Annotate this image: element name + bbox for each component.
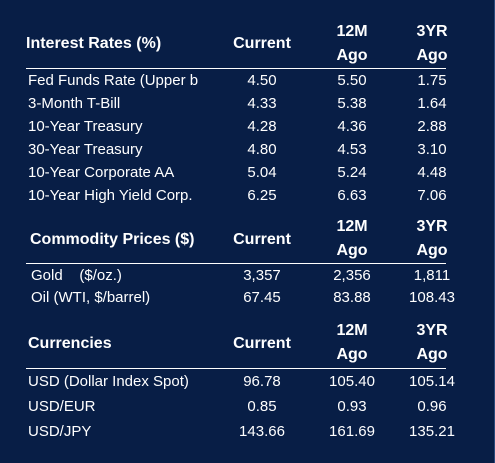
current-value: 0.85 — [247, 398, 277, 415]
current-value: 4.28 — [247, 118, 277, 135]
current-value: 96.78 — [243, 373, 281, 390]
3yr-ago-value: 1.75 — [417, 72, 447, 89]
currencies-12m-header-bottom: Ago — [336, 346, 368, 363]
commodity-12m-header-bottom: Ago — [336, 242, 368, 259]
currencies-header-divider — [26, 368, 446, 369]
row-label: 3-Month T-Bill — [28, 95, 121, 112]
3yr-ago-value: 2.88 — [417, 118, 447, 135]
interest-3yr-header-bottom: Ago — [416, 47, 448, 64]
3yr-ago-value: 4.48 — [417, 164, 447, 181]
currencies-title: Currencies — [28, 335, 112, 352]
current-value: 5.04 — [247, 164, 277, 181]
current-value: 143.66 — [239, 423, 285, 440]
currencies-3yr-header-bottom: Ago — [416, 346, 448, 363]
3yr-ago-value: 0.96 — [417, 398, 447, 415]
interest-header-divider — [26, 68, 446, 69]
current-value: 4.50 — [247, 72, 277, 89]
row-label: 10-Year High Yield Corp. — [28, 187, 193, 204]
current-value: 6.25 — [247, 187, 277, 204]
interest-3yr-header-top: 3YR — [416, 23, 448, 40]
interest-rates-title: Interest Rates (%) — [26, 35, 162, 52]
3yr-ago-value: 105.14 — [409, 373, 455, 390]
table-row: 3-Month T-Bill 4.33 5.38 1.64 — [0, 92, 495, 115]
commodity-3yr-header-top: 3YR — [416, 218, 448, 235]
currencies-3yr-header-top: 3YR — [416, 322, 448, 339]
row-label: USD/JPY — [28, 423, 92, 440]
12m-ago-value: 5.38 — [337, 95, 367, 112]
table-row: 10-Year Treasury 4.28 4.36 2.88 — [0, 115, 495, 138]
12m-ago-value: 5.50 — [337, 72, 367, 89]
12m-ago-value: 4.53 — [337, 141, 367, 158]
row-label: USD (Dollar Index Spot) — [28, 373, 189, 390]
current-value: 4.33 — [247, 95, 277, 112]
table-row: 10-Year High Yield Corp. 6.25 6.63 7.06 — [0, 184, 495, 207]
row-label: Gold ($/oz.) — [31, 267, 122, 284]
table-row: USD/EUR 0.85 0.93 0.96 — [0, 395, 495, 418]
12m-ago-value: 83.88 — [333, 289, 371, 306]
currencies-12m-header-top: 12M — [336, 322, 368, 339]
commodity-current-header: Current — [233, 231, 291, 248]
12m-ago-value: 2,356 — [333, 267, 371, 284]
row-label: 30-Year Treasury — [28, 141, 143, 158]
table-row: Oil (WTI, $/barrel) 67.45 83.88 108.43 — [0, 286, 495, 309]
row-label: 10-Year Corporate AA — [28, 164, 175, 181]
3yr-ago-value: 108.43 — [409, 289, 455, 306]
12m-ago-value: 6.63 — [337, 187, 367, 204]
table-row: 10-Year Corporate AA 5.04 5.24 4.48 — [0, 161, 495, 184]
commodity-prices-title: Commodity Prices ($) — [30, 231, 195, 248]
3yr-ago-value: 1,811 — [413, 267, 451, 284]
12m-ago-value: 105.40 — [329, 373, 375, 390]
table-row: Fed Funds Rate (Upper b 4.50 5.50 1.75 — [0, 69, 495, 92]
row-label: Fed Funds Rate (Upper b — [28, 72, 199, 89]
3yr-ago-value: 3.10 — [417, 141, 447, 158]
commodity-12m-header-top: 12M — [336, 218, 368, 235]
3yr-ago-value: 7.06 — [417, 187, 447, 204]
row-label: Oil (WTI, $/barrel) — [31, 289, 151, 306]
commodity-header-divider — [26, 263, 446, 264]
interest-current-header: Current — [233, 35, 291, 52]
12m-ago-value: 4.36 — [337, 118, 367, 135]
3yr-ago-value: 1.64 — [417, 95, 447, 112]
table-row: USD/JPY 143.66 161.69 135.21 — [0, 420, 495, 443]
interest-12m-header-top: 12M — [336, 23, 368, 40]
3yr-ago-value: 135.21 — [409, 423, 455, 440]
table-row: USD (Dollar Index Spot) 96.78 105.40 105… — [0, 370, 495, 393]
12m-ago-value: 5.24 — [337, 164, 367, 181]
row-label: 10-Year Treasury — [28, 118, 143, 135]
current-value: 3,357 — [243, 267, 281, 284]
row-label: USD/EUR — [28, 398, 96, 415]
table-row: Gold ($/oz.) 3,357 2,356 1,811 — [0, 264, 495, 287]
current-value: 67.45 — [243, 289, 281, 306]
12m-ago-value: 0.93 — [337, 398, 367, 415]
commodity-3yr-header-bottom: Ago — [416, 242, 448, 259]
current-value: 4.80 — [247, 141, 277, 158]
table-row: 30-Year Treasury 4.80 4.53 3.10 — [0, 138, 495, 161]
interest-12m-header-bottom: Ago — [336, 47, 368, 64]
currencies-current-header: Current — [233, 335, 291, 352]
12m-ago-value: 161.69 — [329, 423, 375, 440]
